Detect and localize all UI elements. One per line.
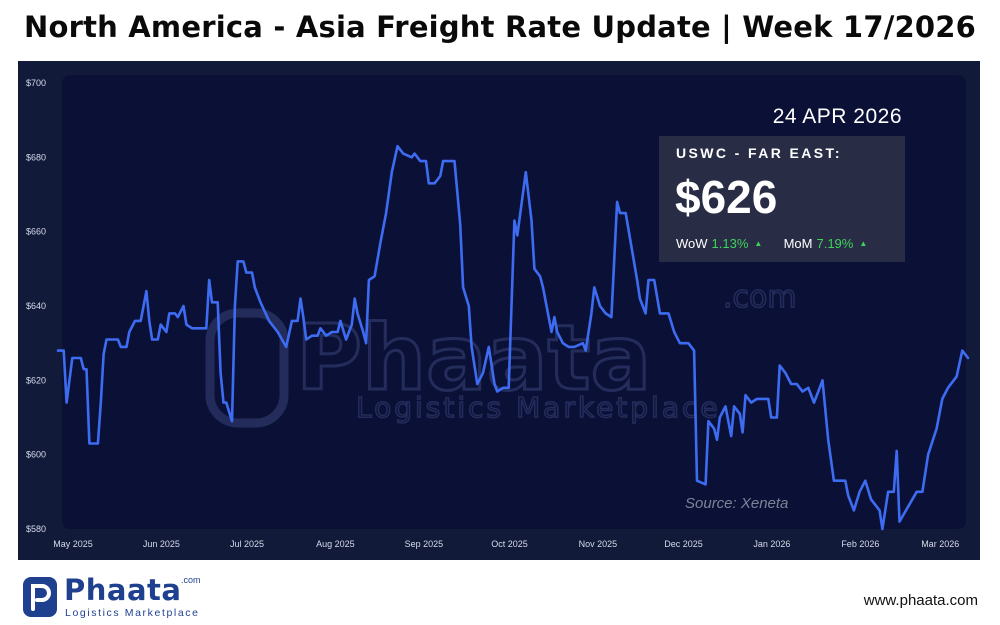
watermark-logo-mark — [205, 308, 289, 428]
mom-label: MoM — [783, 236, 813, 251]
x-tick-label: Jul 2025 — [230, 539, 264, 549]
wow-up-arrow-icon: ▲ — [754, 239, 763, 248]
x-tick-label: Aug 2025 — [316, 539, 355, 549]
x-tick-label: Dec 2025 — [664, 539, 703, 549]
x-tick-label: Jan 2026 — [753, 539, 790, 549]
logo-wordmark: Phaata — [64, 573, 182, 607]
x-tick-label: Feb 2026 — [841, 539, 879, 549]
y-tick-label: $580 — [26, 524, 46, 534]
logo-tagline: Logistics Marketplace — [65, 607, 200, 619]
current-price: $626 — [675, 171, 778, 223]
x-tick-label: May 2025 — [53, 539, 93, 549]
page-title: North America - Asia Freight Rate Update… — [23, 10, 976, 44]
mom-up-arrow-icon: ▲ — [859, 239, 868, 248]
snapshot-date: 24 APR 2026 — [772, 105, 902, 128]
rate-summary-box: USWC - FAR EAST: $626 WoW 1.13% ▲ MoM 7.19%… — [659, 136, 905, 262]
watermark-tagline: Logistics Marketplace — [356, 391, 721, 424]
x-tick-label: Jun 2025 — [143, 539, 180, 549]
y-tick-label: $700 — [26, 78, 46, 88]
x-axis: May 2025 Jun 2025 Jul 2025 Aug 2025 Sep 2025… — [53, 539, 959, 549]
watermark: Phaata .com Logistics Marketplace — [205, 279, 797, 428]
x-tick-label: Sep 2025 — [405, 539, 444, 549]
watermark-com: .com — [723, 280, 797, 315]
source-note: Source: Xeneta — [685, 495, 789, 512]
y-tick-label: $660 — [26, 227, 46, 237]
wow-label: WoW — [676, 236, 708, 251]
x-tick-label: Mar 2026 — [921, 539, 959, 549]
y-tick-label: $680 — [26, 152, 46, 162]
website-link[interactable]: www.phaata.com — [863, 592, 978, 609]
rate-changes: WoW 1.13% ▲ MoM 7.19% ▲ — [676, 236, 867, 251]
series-line-uswc-far-east — [56, 144, 970, 531]
y-tick-label: $600 — [26, 450, 46, 460]
phaata-logo-icon — [23, 577, 57, 617]
mom-value: 7.19% — [816, 236, 854, 251]
logo-com: .com — [181, 575, 201, 585]
y-tick-label: $640 — [26, 301, 46, 311]
route-label: USWC - FAR EAST: — [676, 145, 842, 161]
footer-logo[interactable]: Phaata .com Logistics Marketplace — [22, 573, 222, 620]
x-tick-label: Nov 2025 — [579, 539, 618, 549]
x-tick-label: Oct 2025 — [491, 539, 528, 549]
y-tick-label: $620 — [26, 375, 46, 385]
wow-value: 1.13% — [711, 236, 749, 251]
y-axis: $580 $600 $620 $640 $660 $680 $700 — [26, 78, 46, 534]
